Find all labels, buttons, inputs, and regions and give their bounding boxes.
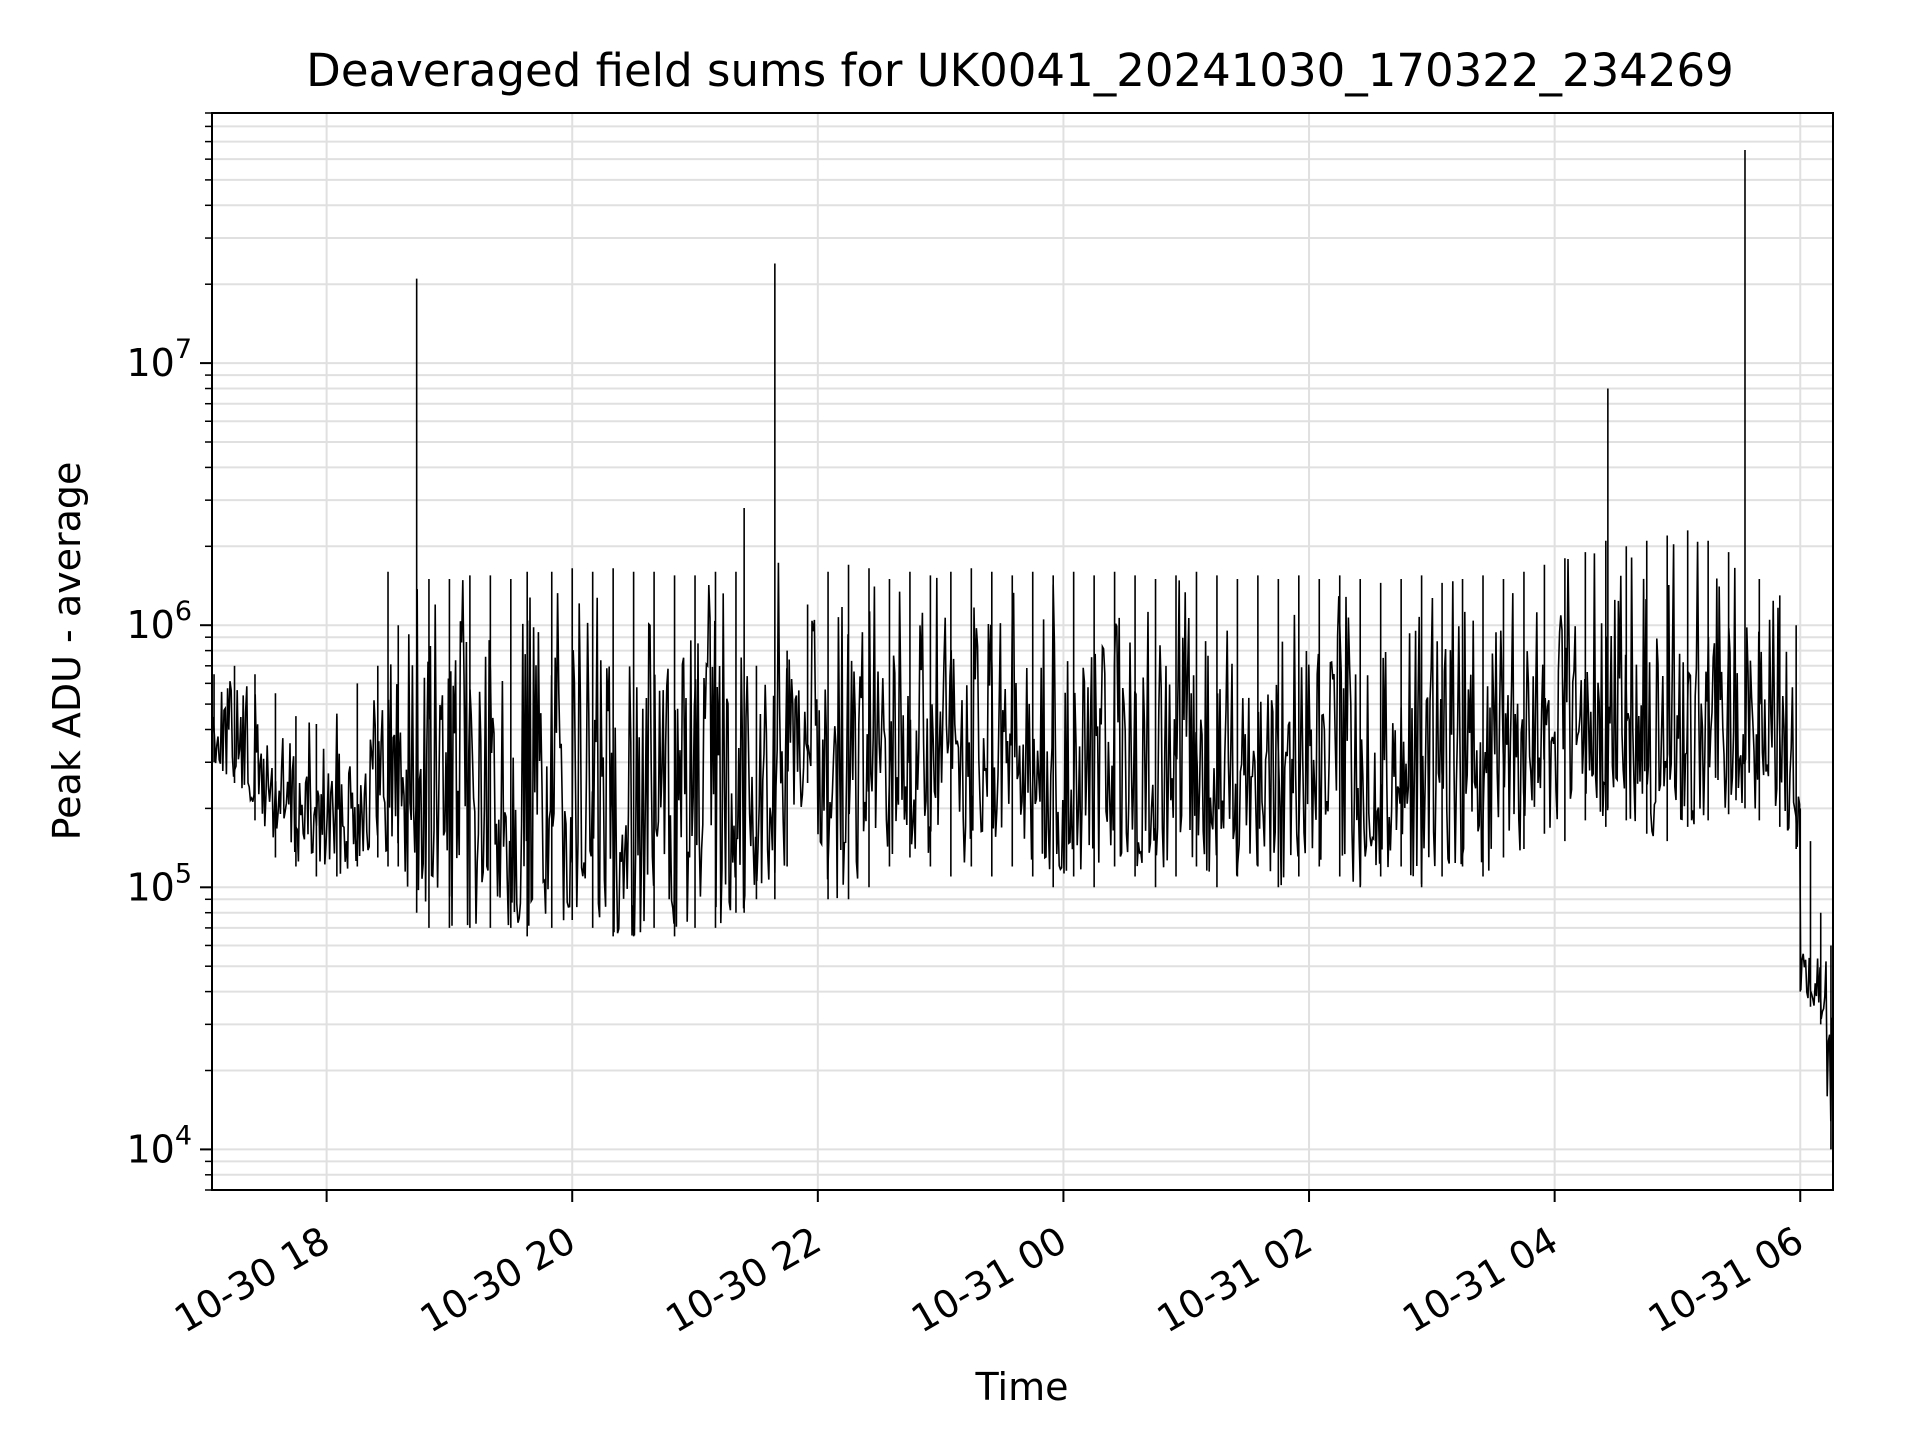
data-layer	[211, 150, 1833, 1150]
x-axis-label: Time	[975, 1365, 1069, 1409]
series-trace	[211, 541, 1833, 1122]
y-tick-label: 107	[126, 334, 192, 385]
plot-frame	[211, 112, 1834, 1191]
y-tick-label: 105	[126, 858, 192, 909]
y-tick-label: 104	[126, 1120, 192, 1171]
y-axis-label: Peak ADU - average	[45, 462, 89, 841]
y-tick-label: 106	[126, 596, 192, 647]
chart-title: Deaveraged field sums for UK0041_2024103…	[306, 44, 1734, 97]
